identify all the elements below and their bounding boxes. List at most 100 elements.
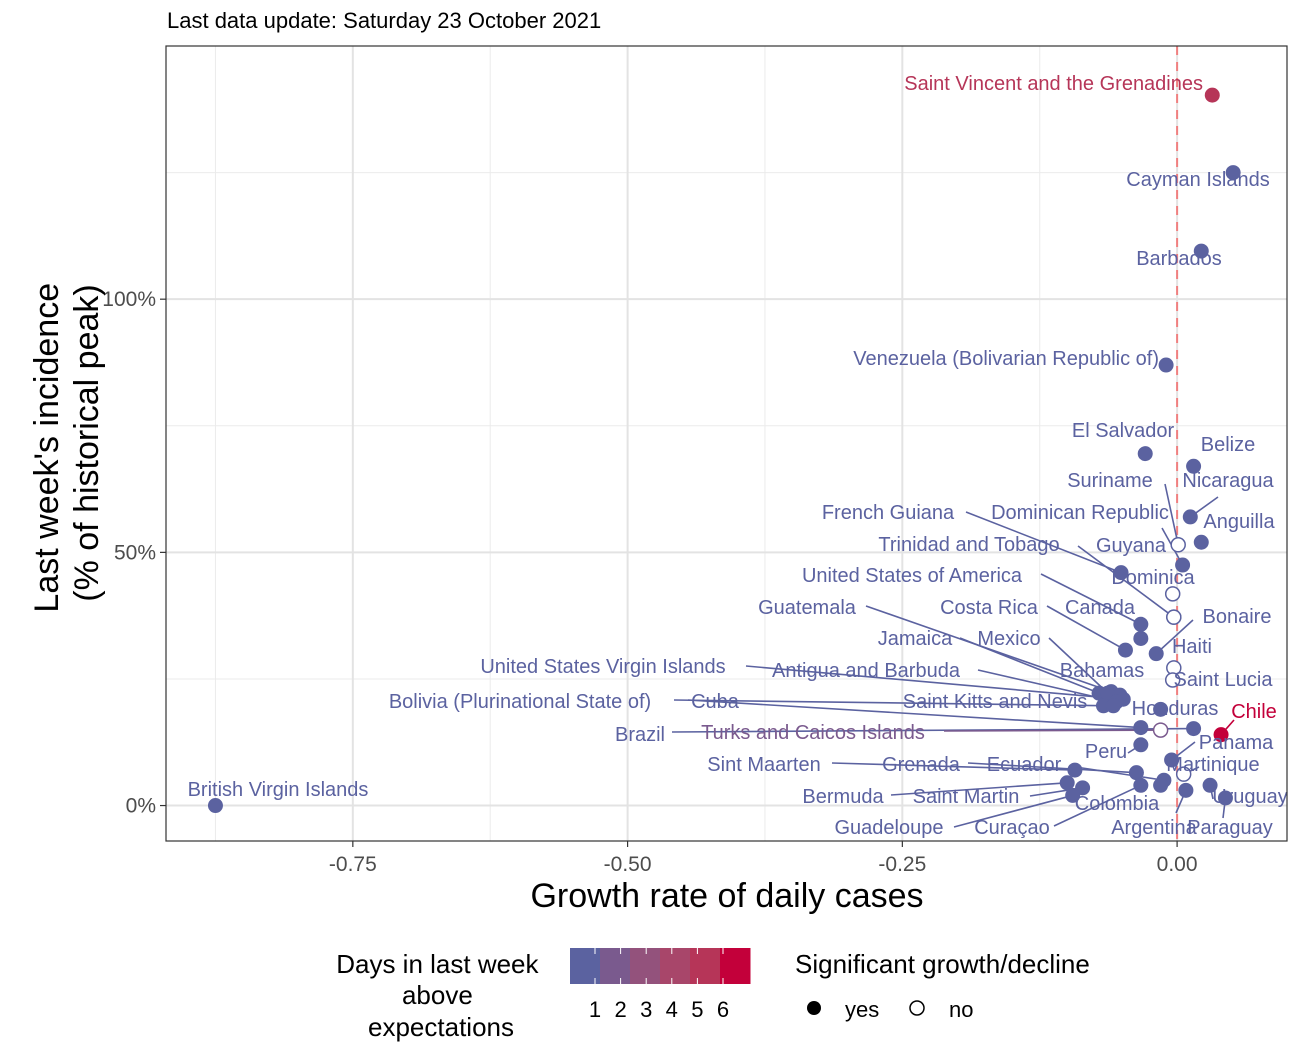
x-tick-label: -0.75 [329,853,377,876]
label-anguilla: Anguilla [1203,511,1275,533]
legend-no-marker [909,1000,925,1016]
y-tick-label: 0% [126,795,156,818]
leader-line-brazil [671,727,1194,733]
label-bahamas: Bahamas [1060,660,1145,682]
point-el-salvador [1137,446,1153,462]
label-costa-rica: Costa Rica [940,597,1039,619]
label-guyana: Guyana [1096,535,1167,557]
label-sint-maarten: Sint Maarten [707,754,820,776]
point-saint-vincent-and-the-grenadines [1204,87,1220,103]
label-grenada: Grenada [882,754,961,776]
point-guadeloupe [1065,787,1081,803]
leader-line-suriname [1164,483,1179,545]
label-french-guiana: French Guiana [822,502,955,524]
label-ecuador: Ecuador [987,754,1062,776]
point-dominican-republic [1175,557,1191,573]
label-leaders [671,483,1235,828]
y-axis-title-line-1: Last week's incidence [28,283,66,613]
label-uruguay: Uruguay [1212,786,1288,808]
leader-line-turks-and-caicos-islands [943,729,1161,732]
leader-line-french-guiana [965,511,1122,574]
label-guadeloupe: Guadeloupe [835,817,944,839]
color-legend-swatch [630,948,661,984]
leader-line-sint-maarten [831,762,1075,771]
leader-line-costa-rica [1046,605,1126,651]
color-legend-title-line-2: above [402,980,473,1010]
leader-line-bonaire [1155,619,1194,655]
point-cayman-islands [1225,165,1241,181]
label-belize: Belize [1201,434,1255,456]
point-panama [1164,752,1180,768]
leader-line-bermuda [890,781,1068,796]
y-axis-ticks: 0% 50% 100% [102,288,166,818]
label-mexico: Mexico [977,628,1040,650]
point-nicaragua [1182,509,1198,525]
label-martinique: Martinique [1166,754,1259,776]
x-axis-title: Growth rate of daily cases [530,877,923,915]
label-cura-ao: Curaçao [974,817,1050,839]
point-united-states-of-america [1133,616,1149,632]
leader-line-cura-ao [1053,784,1142,827]
label-antigua-and-barbuda: Antigua and Barbuda [772,660,961,682]
point-peru [1133,737,1149,753]
point-grenada [1128,765,1144,781]
color-legend-title-line-3: expectations [368,1012,514,1042]
color-legend-swatch [600,948,631,984]
point-barbados [1193,243,1209,259]
y-tick-label: 50% [114,541,156,564]
label-nicaragua: Nicaragua [1182,470,1274,492]
color-legend-title: Days in last week above expectations [336,949,546,1042]
label-haiti: Haiti [1172,636,1212,658]
label-cayman-islands: Cayman Islands [1126,169,1269,191]
leader-line-jamaica [959,637,1100,694]
label-united-states-of-america: United States of America [802,565,1023,587]
chart-subtitle: Last data update: Saturday 23 October 20… [167,8,601,33]
y-axis-title: Last week's incidence (% of historical p… [28,273,106,612]
label-bermuda: Bermuda [802,786,884,808]
label-guatemala: Guatemala [758,597,857,619]
point-saint-lucia [1164,672,1181,688]
point-labels: Saint Vincent and the Grenadines Cayman I… [188,73,1288,839]
color-legend-swatch [690,948,721,984]
leader-line-guadeloupe [953,794,1073,828]
color-legend-swatch [660,948,691,984]
label-argentina: Argentina [1111,817,1197,839]
color-legend-label: 6 [717,997,729,1022]
leader-line-trinidad-and-tobago [1077,545,1175,618]
x-tick-label: -0.25 [878,853,926,876]
panel-border [165,45,1288,842]
leader-line-cuba [687,699,1141,729]
point-martinique [1175,766,1192,782]
color-legend-title-line-1: Days in last week [336,949,539,979]
point-bonaire [1148,646,1164,662]
y-tick-label: 100% [102,288,156,311]
label-cuba: Cuba [691,691,740,713]
label-suriname: Suriname [1067,470,1153,492]
label-united-states-virgin-islands: United States Virgin Islands [480,656,725,678]
point-argentina [1178,782,1194,798]
legend-yes-label: yes [845,997,879,1022]
point-dominica [1166,609,1182,625]
label-trinidad-and-tobago: Trinidad and Tobago [878,534,1059,556]
label-brazil: Brazil [615,724,665,746]
color-legend-swatch [570,948,601,984]
color-legend-label: 3 [640,997,652,1022]
label-peru: Peru [1085,741,1127,763]
color-legend-label: 2 [614,997,626,1022]
label-saint-lucia: Saint Lucia [1174,669,1274,691]
leader-line-united-states-virgin-islands [745,665,1124,701]
x-tick-label: 0.00 [1157,853,1198,876]
color-legend-label: 1 [589,997,601,1022]
color-legend-label: 5 [691,997,703,1022]
label-chile: Chile [1231,701,1277,723]
point-venezuela-bolivarian-republic-of [1158,357,1174,373]
label-panama: Panama [1199,732,1274,754]
leader-line-united-states-of-america [1040,573,1142,625]
leader-line-ecuador [1068,765,1165,782]
label-dominican-republic: Dominican Republic [991,502,1169,524]
label-canada: Canada [1065,597,1136,619]
label-colombia: Colombia [1075,793,1160,815]
